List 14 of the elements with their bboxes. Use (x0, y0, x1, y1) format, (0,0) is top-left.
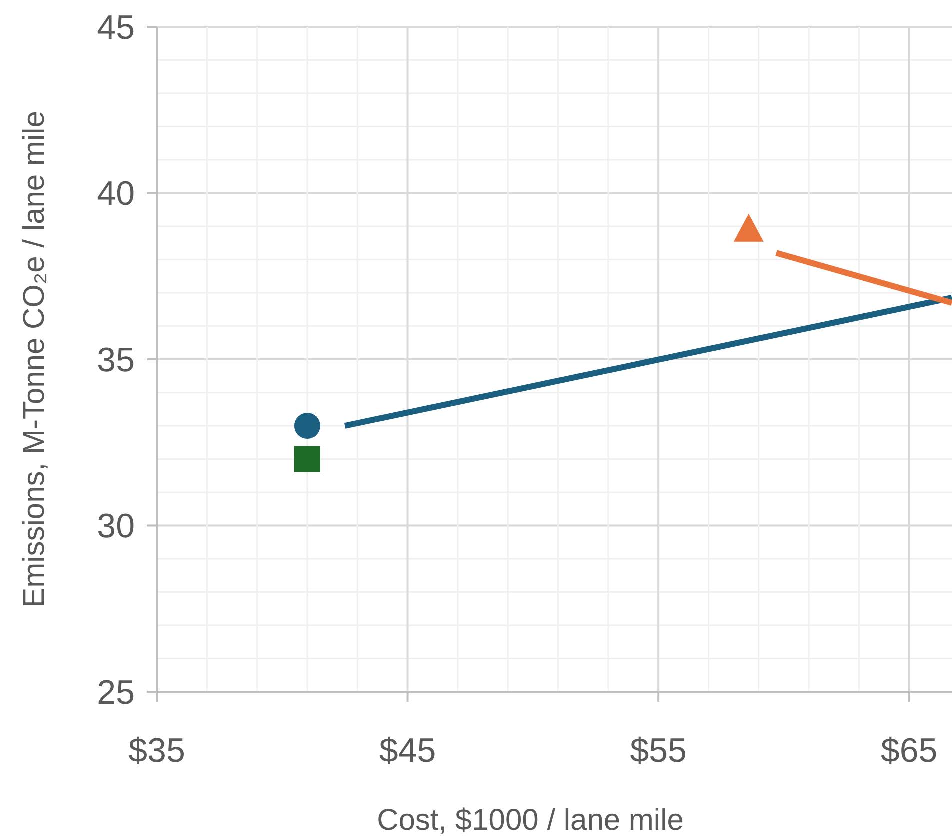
y-tick-label: 35 (97, 341, 135, 380)
y-tick-label: 30 (97, 508, 135, 546)
y-tick-label: 25 (97, 674, 135, 712)
x-axis-title: Cost, $1000 / lane mile (377, 804, 684, 837)
point (294, 446, 320, 472)
y-tick-label: 40 (97, 175, 135, 214)
x-tick-label: $35 (128, 732, 186, 770)
y-axis-title: Emissions, M-Tonne CO₂e / lane mile (18, 111, 51, 608)
point (294, 413, 320, 439)
x-tick-label: $45 (379, 732, 436, 770)
point (734, 214, 764, 242)
y-tick-label: 45 (97, 8, 135, 47)
x-tick-label: $65 (881, 732, 938, 770)
x-tick-label: $55 (630, 732, 687, 770)
